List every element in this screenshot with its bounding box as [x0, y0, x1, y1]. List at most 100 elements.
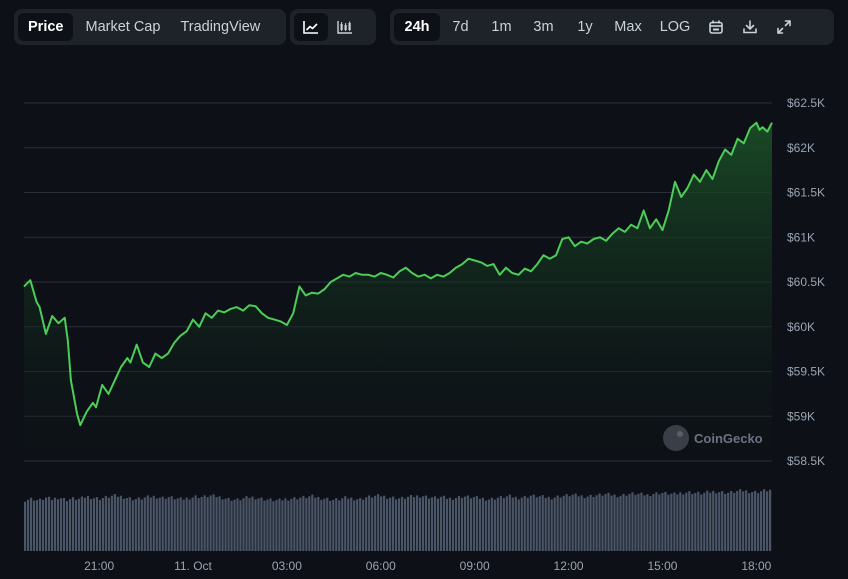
- volume-bar: [302, 495, 305, 551]
- volume-bar: [652, 494, 655, 551]
- volume-bar: [649, 496, 652, 551]
- volume-bar: [457, 496, 461, 551]
- volume-bar: [622, 493, 625, 551]
- volume-bar: [763, 489, 766, 551]
- volume-bar: [493, 499, 496, 551]
- volume-bar: [682, 494, 685, 551]
- volume-bar: [691, 493, 694, 551]
- volume-bar: [556, 495, 559, 551]
- volume-bar: [137, 497, 140, 551]
- volume-bar: [158, 497, 161, 551]
- volume-bar: [589, 494, 592, 551]
- volume-bar: [350, 497, 353, 551]
- volume-bar: [409, 494, 413, 551]
- volume-bar: [676, 494, 679, 551]
- tab-market-cap[interactable]: Market Cap: [85, 19, 161, 35]
- volume-bar: [50, 499, 54, 551]
- volume-bar: [586, 496, 589, 551]
- volume-bar: [71, 497, 75, 551]
- volume-bar: [305, 498, 308, 551]
- volume-bar: [368, 495, 371, 551]
- volume-bars: [24, 489, 772, 551]
- volume-bar: [371, 497, 374, 551]
- download-icon: [743, 20, 757, 34]
- x-tick-label: 12:00: [554, 559, 584, 573]
- volume-bar: [185, 497, 188, 551]
- volume-bar: [65, 501, 69, 551]
- volume-bar: [389, 497, 392, 551]
- volume-bar: [323, 498, 326, 551]
- line-chart-icon: [303, 21, 318, 34]
- volume-bar: [140, 499, 143, 551]
- y-tick-label: $59K: [787, 409, 815, 423]
- volume-bar: [535, 497, 538, 551]
- volume-bar: [499, 495, 502, 551]
- volume-bar: [170, 496, 173, 551]
- volume-bar: [311, 494, 314, 551]
- volume-bar: [454, 498, 458, 551]
- volume-bar: [703, 492, 706, 551]
- volume-bar: [32, 500, 36, 551]
- volume-bar: [697, 491, 700, 551]
- range-1m[interactable]: 1m: [491, 19, 512, 35]
- volume-bar: [122, 498, 125, 551]
- range-3m[interactable]: 3m: [533, 19, 554, 35]
- x-tick-label: 06:00: [366, 559, 396, 573]
- volume-bar: [260, 497, 263, 551]
- y-tick-label: $60.5K: [787, 275, 825, 289]
- volume-bar: [718, 492, 721, 551]
- volume-bar: [224, 498, 227, 551]
- range-max[interactable]: Max: [614, 19, 642, 35]
- volume-bar: [607, 492, 610, 551]
- volume-bar: [335, 498, 338, 551]
- volume-bar: [263, 500, 266, 551]
- candlestick-chart-button[interactable]: [328, 13, 362, 41]
- tab-tradingview[interactable]: TradingView: [180, 19, 261, 35]
- volume-bar: [679, 492, 682, 551]
- volume-bar: [766, 491, 769, 551]
- range-group: 24h 7d 1m 3m 1y Max LOG: [390, 9, 834, 45]
- volume-bar: [757, 493, 760, 551]
- fullscreen-button[interactable]: [767, 13, 801, 41]
- volume-bar: [505, 496, 508, 551]
- x-axis-labels: 21:00 11. Oct 03:00 06:00 09:00 12:00 15:00 18:…: [84, 559, 772, 573]
- volume-bar: [637, 493, 640, 551]
- volume-bar: [565, 494, 568, 551]
- line-chart-button[interactable]: [294, 13, 328, 41]
- volume-bar: [577, 496, 580, 551]
- volume-bar: [209, 495, 212, 551]
- tab-price[interactable]: Price: [18, 13, 74, 41]
- volume-bar: [547, 496, 550, 551]
- volume-bar: [89, 499, 93, 551]
- volume-bar: [769, 489, 772, 551]
- volume-bar: [77, 498, 81, 551]
- volume-bar: [152, 495, 155, 551]
- volume-bar: [472, 497, 475, 551]
- volume-bar: [53, 497, 57, 551]
- volume-bar: [451, 499, 455, 551]
- volume-bar: [98, 499, 101, 551]
- volume-bar: [430, 497, 434, 551]
- range-24h[interactable]: 24h: [394, 13, 440, 41]
- calendar-button[interactable]: [699, 13, 733, 41]
- volume-bar: [380, 496, 383, 551]
- volume-bar: [206, 497, 209, 551]
- volume-bar: [673, 492, 676, 551]
- volume-bar: [439, 496, 443, 551]
- volume-bar: [445, 498, 449, 551]
- volume-bar: [463, 496, 467, 551]
- download-button[interactable]: [733, 13, 767, 41]
- volume-bar: [742, 491, 745, 551]
- volume-bar: [655, 492, 658, 551]
- y-tick-label: $58.5K: [787, 454, 825, 468]
- volume-bar: [571, 494, 574, 551]
- range-7d[interactable]: 7d: [452, 19, 469, 35]
- volume-bar: [667, 494, 670, 551]
- range-1y[interactable]: 1y: [577, 19, 593, 35]
- volume-bar: [176, 498, 179, 551]
- log-scale-toggle[interactable]: LOG: [659, 19, 691, 35]
- volume-bar: [347, 498, 350, 551]
- volume-bar: [403, 498, 407, 551]
- volume-bar: [694, 492, 697, 551]
